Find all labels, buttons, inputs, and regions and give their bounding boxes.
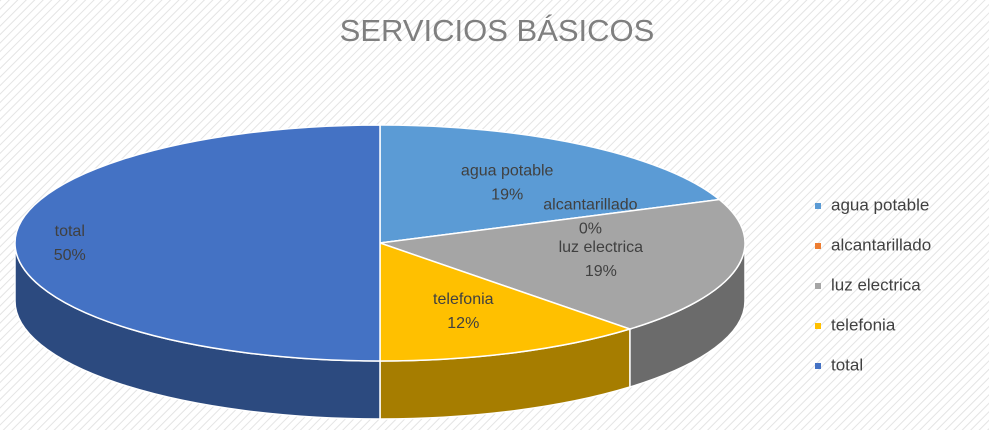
legend-swatch <box>815 363 821 369</box>
legend-label: agua potable <box>831 195 929 214</box>
data-label-name: total <box>55 223 85 240</box>
data-label-value: 0% <box>579 220 602 237</box>
legend-label: alcantarillado <box>831 235 931 254</box>
data-label-name: alcantarillado <box>543 196 637 213</box>
pie-side <box>629 243 745 388</box>
data-label-name: luz electrica <box>559 239 644 256</box>
legend-swatch <box>815 243 821 249</box>
pie-tops <box>14 124 746 362</box>
data-label-name: agua potable <box>461 163 554 180</box>
legend-swatch <box>815 283 821 289</box>
legend-swatch <box>815 203 821 209</box>
data-label-name: telefonia <box>433 291 494 308</box>
pie-slice <box>379 124 722 244</box>
data-label-value: 19% <box>491 187 523 204</box>
pie-slice <box>379 241 633 362</box>
legend-label: luz electrica <box>831 275 921 294</box>
data-label-value: 19% <box>585 263 617 280</box>
pie-slice <box>379 198 746 330</box>
pie-slice <box>14 124 381 362</box>
pie-side <box>380 329 630 419</box>
legend-label: telefonia <box>831 315 896 334</box>
pie-sides <box>14 242 746 420</box>
data-label-value: 12% <box>447 315 479 332</box>
chart-title: SERVICIOS BÁSICOS <box>340 13 655 48</box>
pie-side <box>15 243 380 419</box>
data-labels: agua potable 19% alcantarillado 0% luz elect… <box>54 163 643 333</box>
legend-label: total <box>831 355 863 374</box>
data-label-value: 50% <box>54 247 86 264</box>
legend: agua potable alcantarillado luz electrica t… <box>815 195 931 374</box>
legend-swatch <box>815 323 821 329</box>
